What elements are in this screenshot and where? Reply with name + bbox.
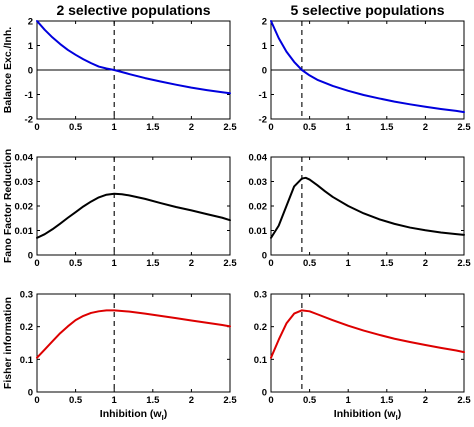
y-tick-label-r2c2-1: 0.03 bbox=[249, 177, 268, 188]
x-tick-label-r1c1-5: 2.5 bbox=[223, 122, 237, 133]
x-tick-label-r3c1-3: 1.5 bbox=[146, 395, 160, 406]
column-title-1: 2 selective populations bbox=[56, 2, 210, 18]
y-tick-label-r3c2-2: 0.1 bbox=[254, 355, 268, 366]
y-tick-label-r1c2-1: 1 bbox=[262, 41, 268, 52]
x-tick-label-r2c1-5: 2.5 bbox=[223, 258, 237, 269]
y-tick-label-r3c1-3: 0 bbox=[28, 388, 33, 399]
y-tick-label-r2c1-3: 0.01 bbox=[15, 226, 34, 237]
series-line-r3c2 bbox=[270, 309, 465, 359]
x-tick-label-r3c2-5: 2.5 bbox=[457, 395, 471, 406]
x-tick-label-r1c2-0: 0 bbox=[268, 122, 273, 133]
x-tick-label-r3c2-1: 0.5 bbox=[303, 395, 317, 406]
y-tick-label-r3c1-2: 0.1 bbox=[20, 355, 34, 366]
x-tick-label-r2c1-0: 0 bbox=[34, 258, 39, 269]
x-tick-label-r1c1-2: 1 bbox=[112, 122, 118, 133]
y-tick-label-r1c2-4: -2 bbox=[259, 115, 267, 126]
y-tick-label-r1c1-2: 0 bbox=[28, 66, 33, 77]
panel-frame-r3c2 bbox=[270, 293, 465, 393]
y-tick-label-r2c1-1: 0.03 bbox=[15, 177, 34, 188]
x-tick-label-r2c1-4: 2 bbox=[189, 258, 194, 269]
y-tick-label-r1c2-2: 0 bbox=[262, 66, 267, 77]
x-tick-label-r1c1-1: 0.5 bbox=[69, 122, 83, 133]
x-tick-label-r1c1-0: 0 bbox=[34, 122, 39, 133]
x-tick-label-r1c2-3: 1.5 bbox=[380, 122, 394, 133]
x-tick-label-r3c1-5: 2.5 bbox=[223, 395, 237, 406]
x-tick-label-r2c2-0: 0 bbox=[268, 258, 273, 269]
x-tick-label-r1c1-4: 2 bbox=[189, 122, 194, 133]
x-tick-label-r3c1-2: 1 bbox=[112, 395, 118, 406]
panel-frame-r2c2 bbox=[270, 156, 465, 256]
y-tick-label-r3c2-0: 0.3 bbox=[254, 290, 267, 301]
x-tick-label-r1c2-1: 0.5 bbox=[303, 122, 317, 133]
series-line-r2c2 bbox=[270, 176, 465, 239]
y-tick-label-r2c2-3: 0.01 bbox=[249, 226, 268, 237]
x-axis-label-2: Inhibition (wI) bbox=[334, 408, 401, 422]
x-tick-label-r3c1-1: 0.5 bbox=[69, 395, 83, 406]
y-tick-label-r1c1-4: -2 bbox=[25, 115, 33, 126]
x-axis-label-1: Inhibition (wI) bbox=[100, 408, 167, 422]
x-tick-label-r3c1-4: 2 bbox=[189, 395, 194, 406]
y-axis-label-row-3: Fisher information bbox=[2, 297, 14, 389]
x-tick-label-r2c1-2: 1 bbox=[112, 258, 118, 269]
y-tick-label-r1c1-0: 2 bbox=[28, 17, 33, 28]
y-tick-label-r2c1-2: 0.02 bbox=[15, 202, 34, 213]
y-tick-label-r1c1-1: 1 bbox=[28, 41, 34, 52]
x-tick-label-r1c1-3: 1.5 bbox=[146, 122, 160, 133]
series-line-r2c1 bbox=[36, 192, 231, 239]
y-tick-label-r3c2-3: 0 bbox=[262, 388, 267, 399]
x-tick-label-r1c2-4: 2 bbox=[423, 122, 428, 133]
y-tick-label-r2c2-2: 0.02 bbox=[249, 202, 268, 213]
y-tick-label-r3c2-1: 0.2 bbox=[254, 322, 267, 333]
series-line-r1c1 bbox=[36, 20, 231, 95]
y-tick-label-r1c1-3: -1 bbox=[25, 90, 34, 101]
y-tick-label-r2c2-4: 0 bbox=[262, 251, 267, 262]
y-tick-label-r2c1-0: 0.04 bbox=[15, 153, 34, 164]
x-tick-label-r3c2-0: 0 bbox=[268, 395, 273, 406]
x-tick-label-r1c2-5: 2.5 bbox=[457, 122, 471, 133]
x-tick-label-r3c2-3: 1.5 bbox=[380, 395, 394, 406]
x-tick-label-r2c2-5: 2.5 bbox=[457, 258, 471, 269]
x-tick-label-r1c2-2: 1 bbox=[346, 122, 352, 133]
y-tick-label-r3c1-0: 0.3 bbox=[20, 290, 33, 301]
x-tick-label-r3c2-2: 1 bbox=[346, 395, 352, 406]
y-tick-label-r1c2-0: 2 bbox=[262, 17, 267, 28]
x-tick-label-r2c2-4: 2 bbox=[423, 258, 428, 269]
x-tick-label-r3c2-4: 2 bbox=[423, 395, 428, 406]
y-tick-label-r3c1-1: 0.2 bbox=[20, 322, 33, 333]
y-axis-label-row-2: Fano Factor Reduction bbox=[2, 149, 14, 263]
y-axis-label-row-1: Balance Exc./Inh. bbox=[2, 27, 14, 113]
y-tick-label-r2c2-0: 0.04 bbox=[249, 153, 268, 164]
panel-frame-r2c1 bbox=[36, 156, 231, 256]
y-tick-label-r2c1-4: 0 bbox=[28, 251, 33, 262]
column-title-2: 5 selective populations bbox=[290, 2, 444, 18]
x-tick-label-r2c2-3: 1.5 bbox=[380, 258, 394, 269]
panel-frame-r3c1 bbox=[36, 293, 231, 393]
series-line-r1c2 bbox=[270, 20, 465, 114]
x-tick-label-r2c1-1: 0.5 bbox=[69, 258, 83, 269]
y-tick-label-r1c2-3: -1 bbox=[259, 90, 268, 101]
x-tick-label-r2c1-3: 1.5 bbox=[146, 258, 160, 269]
x-tick-label-r2c2-2: 1 bbox=[346, 258, 352, 269]
series-line-r3c1 bbox=[36, 309, 231, 359]
x-tick-label-r2c2-1: 0.5 bbox=[303, 258, 317, 269]
x-tick-label-r3c1-0: 0 bbox=[34, 395, 39, 406]
